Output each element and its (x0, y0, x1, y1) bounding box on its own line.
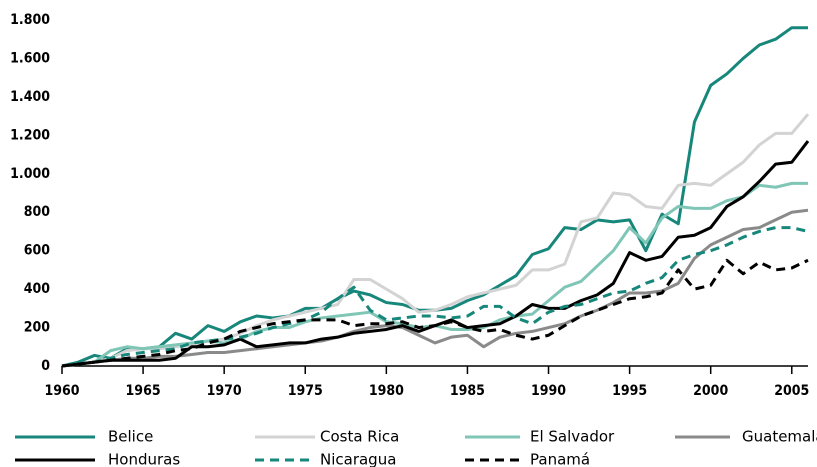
legend-label: Belice (108, 428, 153, 446)
y-tick-label: 1.400 (10, 89, 50, 105)
legend-label: Nicaragua (320, 451, 396, 467)
x-tick-label: 1960 (44, 383, 79, 399)
x-tick-label: 1985 (450, 383, 485, 399)
series-line (61, 226, 809, 368)
y-tick-label: 600 (24, 243, 51, 259)
x-tick-label: 1975 (288, 383, 323, 399)
y-tick-label: 400 (24, 281, 51, 297)
series-line (61, 26, 808, 368)
series-line (61, 208, 809, 368)
x-tick-label: 1980 (369, 383, 404, 399)
y-tick-label: 1.600 (10, 50, 50, 66)
y-tick-label: 1.800 (10, 12, 50, 28)
legend-label: Guatemala (742, 428, 817, 446)
legend-label: Honduras (108, 451, 180, 467)
x-tick-label: 2005 (774, 383, 809, 399)
x-tick-label: 1995 (612, 383, 647, 399)
legend-label: El Salvador (530, 428, 615, 446)
x-tick-label: 1970 (207, 383, 242, 399)
legend-label: Panamá (530, 451, 590, 467)
legend-label: Costa Rica (320, 428, 399, 446)
y-tick-label: 200 (24, 320, 51, 336)
y-tick-label: 0 (41, 358, 50, 374)
x-tick-label: 1990 (531, 383, 566, 399)
series-line (61, 113, 810, 368)
x-tick-label: 1965 (126, 383, 161, 399)
y-tick-label: 800 (24, 204, 51, 220)
series-line (61, 181, 808, 368)
y-tick-label: 1.000 (10, 166, 50, 182)
x-tick-label: 2000 (693, 383, 728, 399)
series-line (61, 258, 809, 368)
y-tick-label: 1.200 (10, 127, 50, 143)
